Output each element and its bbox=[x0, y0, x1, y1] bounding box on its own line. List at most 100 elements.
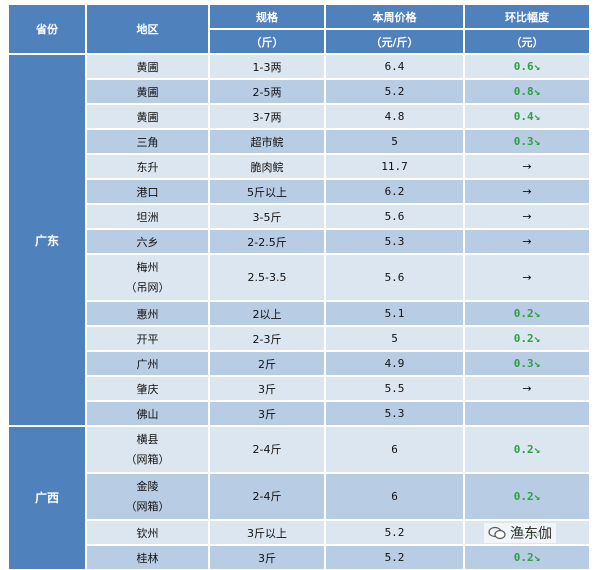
region-text: 黄圃 bbox=[136, 60, 159, 74]
change-cell: 0.6↘ bbox=[464, 54, 590, 79]
change-cell: → bbox=[464, 154, 590, 179]
region-text: 横县 bbox=[136, 432, 159, 446]
spec-cell: 脆肉鲩 bbox=[209, 154, 325, 179]
region-text: （网箱） bbox=[125, 452, 170, 466]
change-cell: → bbox=[464, 376, 590, 401]
region-cell: 开平 bbox=[86, 326, 209, 351]
price-cell: 5.2 bbox=[325, 545, 464, 570]
header-spec: 规格 bbox=[209, 4, 325, 29]
spec-cell: 1-3两 bbox=[209, 54, 325, 79]
change-cell: → bbox=[464, 229, 590, 254]
change-cell: 0.8↘ bbox=[464, 79, 590, 104]
region-text: 钦州 bbox=[136, 526, 159, 540]
price-table: 省份 地区 规格 本周价格 环比幅度 （斤） （元/斤） （元） 广东 黄圃 1-3… bbox=[8, 4, 590, 570]
price-cell: 4.9 bbox=[325, 351, 464, 376]
spec-cell: 超市鲩 bbox=[209, 129, 325, 154]
region-cell: 桂林 bbox=[86, 545, 209, 570]
region-cell: 六乡 bbox=[86, 229, 209, 254]
change-cell: → bbox=[464, 179, 590, 204]
price-cell: 5.6 bbox=[325, 204, 464, 229]
region-cell: 肇庆 bbox=[86, 376, 209, 401]
table-row: 佛山 3斤 5.3 bbox=[8, 401, 590, 426]
header-change-unit: （元） bbox=[464, 29, 590, 54]
region-cell: 黄圃 bbox=[86, 104, 209, 129]
region-cell: 黄圃 bbox=[86, 79, 209, 104]
region-text: 东升 bbox=[136, 160, 159, 174]
region-text: 肇庆 bbox=[136, 382, 159, 396]
region-cell: 坦洲 bbox=[86, 204, 209, 229]
region-text: （吊网） bbox=[125, 280, 170, 294]
price-cell: 5.5 bbox=[325, 376, 464, 401]
price-cell: 5 bbox=[325, 326, 464, 351]
table-row: 开平 2-3斤 5 0.2↘ bbox=[8, 326, 590, 351]
change-cell: → bbox=[464, 204, 590, 229]
header-spec-unit: （斤） bbox=[209, 29, 325, 54]
table-row: 广州 2斤 4.9 0.3↘ bbox=[8, 351, 590, 376]
region-text: 金陵 bbox=[136, 479, 159, 493]
table-row: 三角 超市鲩 5 0.3↘ bbox=[8, 129, 590, 154]
price-cell: 5.2 bbox=[325, 520, 464, 545]
price-cell: 6.2 bbox=[325, 179, 464, 204]
region-cell: 东升 bbox=[86, 154, 209, 179]
region-text: 六乡 bbox=[136, 235, 159, 249]
spec-cell: 3斤以上 bbox=[209, 520, 325, 545]
spec-cell: 2-4斤 bbox=[209, 426, 325, 473]
region-text: （网箱） bbox=[125, 499, 170, 513]
region-cell: 金陵 （网箱） bbox=[86, 473, 209, 520]
price-cell: 5.2 bbox=[325, 79, 464, 104]
price-cell: 6.4 bbox=[325, 54, 464, 79]
region-text: 三角 bbox=[136, 135, 159, 149]
region-text: 黄圃 bbox=[136, 110, 159, 124]
region-cell: 佛山 bbox=[86, 401, 209, 426]
price-cell: 6 bbox=[325, 426, 464, 473]
price-cell: 11.7 bbox=[325, 154, 464, 179]
table-row: 惠州 2以上 5.1 0.2↘ bbox=[8, 301, 590, 326]
header-province: 省份 bbox=[8, 4, 86, 54]
chat-bubble-icon bbox=[488, 526, 506, 540]
region-cell: 惠州 bbox=[86, 301, 209, 326]
price-cell: 6 bbox=[325, 473, 464, 520]
spec-cell: 2-2.5斤 bbox=[209, 229, 325, 254]
region-text: 开平 bbox=[136, 332, 159, 346]
region-cell: 梅州 （吊网） bbox=[86, 254, 209, 301]
watermark-text: 渔东伽 bbox=[510, 526, 552, 542]
spec-cell: 2-3斤 bbox=[209, 326, 325, 351]
region-text: 佛山 bbox=[136, 407, 159, 421]
spec-cell: 3-5斤 bbox=[209, 204, 325, 229]
region-text: 坦洲 bbox=[136, 210, 159, 224]
spec-cell: 2-5两 bbox=[209, 79, 325, 104]
header-price: 本周价格 bbox=[325, 4, 464, 29]
spec-cell: 2-4斤 bbox=[209, 473, 325, 520]
table-row: 六乡 2-2.5斤 5.3 → bbox=[8, 229, 590, 254]
region-cell: 港口 bbox=[86, 179, 209, 204]
price-cell: 5.3 bbox=[325, 401, 464, 426]
header-row-2: （斤） （元/斤） （元） bbox=[8, 29, 590, 54]
change-cell: 0.3↘ bbox=[464, 129, 590, 154]
table-body: 广东 黄圃 1-3两 6.4 0.6↘ 黄圃 2-5两 5.2 0.8↘ 黄圃 3-7两 4.8 0.4… bbox=[8, 54, 590, 570]
region-text: 惠州 bbox=[136, 307, 159, 321]
region-cell: 钦州 bbox=[86, 520, 209, 545]
spec-cell: 2.5-3.5 bbox=[209, 254, 325, 301]
table-row: 黄圃 3-7两 4.8 0.4↘ bbox=[8, 104, 590, 129]
change-cell: 0.2↘ bbox=[464, 301, 590, 326]
table-row: 梅州 （吊网） 2.5-3.5 5.6 → bbox=[8, 254, 590, 301]
header-change: 环比幅度 bbox=[464, 4, 590, 29]
spec-cell: 3-7两 bbox=[209, 104, 325, 129]
table-row: 坦洲 3-5斤 5.6 → bbox=[8, 204, 590, 229]
table-row: 金陵 （网箱） 2-4斤 6 0.2↘ bbox=[8, 473, 590, 520]
change-cell: 0.4↘ bbox=[464, 104, 590, 129]
header-row-1: 省份 地区 规格 本周价格 环比幅度 bbox=[8, 4, 590, 54]
price-cell: 5.3 bbox=[325, 229, 464, 254]
province-cell: 广西 bbox=[8, 426, 86, 570]
region-text: 港口 bbox=[136, 185, 159, 199]
region-cell: 横县 （网箱） bbox=[86, 426, 209, 473]
table-row: 黄圃 2-5两 5.2 0.8↘ bbox=[8, 79, 590, 104]
price-cell: 5.1 bbox=[325, 301, 464, 326]
table-row: 港口 5斤以上 6.2 → bbox=[8, 179, 590, 204]
table-row: 东升 脆肉鲩 11.7 → bbox=[8, 154, 590, 179]
table-row: 广东 黄圃 1-3两 6.4 0.6↘ bbox=[8, 54, 590, 426]
spec-cell: 3斤 bbox=[209, 545, 325, 570]
change-cell: 0.2↘ bbox=[464, 545, 590, 570]
change-cell: 0.2↘ bbox=[464, 326, 590, 351]
region-text: 广州 bbox=[136, 357, 159, 371]
